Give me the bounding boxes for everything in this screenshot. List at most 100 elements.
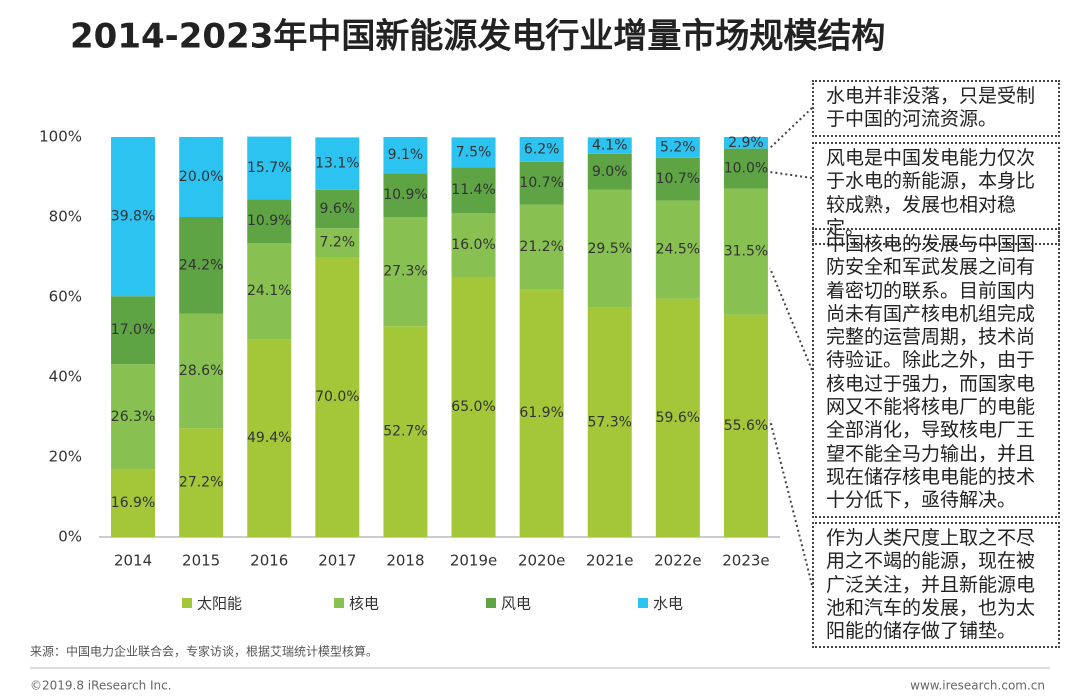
value-label: 70.0% [315, 389, 359, 405]
value-label: 24.2% [179, 257, 223, 273]
bar-segment [519, 161, 564, 205]
bar-segment [655, 157, 700, 201]
bar-segment [111, 296, 156, 365]
legend-swatch [486, 598, 496, 608]
value-label: 9.6% [320, 201, 356, 217]
bar-segment [587, 137, 632, 154]
bar-segment [111, 469, 156, 537]
chart-title: 2014-2023年中国新能源发电行业增量市场规模结构 [70, 17, 885, 57]
bar-segment [247, 243, 292, 340]
value-label: 10.9% [383, 187, 427, 203]
bar-segment [451, 213, 496, 277]
x-tick-label: 2016 [250, 552, 288, 570]
source: 来源：中国电力企业联合会，专家访谈，根据艾瑞统计模型核算。 [30, 644, 378, 659]
copyright: ©2019.8 iResearch Inc. [30, 679, 172, 693]
value-label: 9.0% [592, 164, 628, 180]
value-label: 10.7% [519, 175, 563, 191]
bar-segment [315, 228, 360, 257]
bar-segment [315, 189, 360, 229]
value-label: 59.6% [656, 410, 700, 426]
value-label: 2.9% [728, 135, 764, 151]
value-label: 10.7% [656, 171, 700, 187]
value-label: 61.9% [519, 405, 563, 421]
bar-segment [315, 137, 360, 190]
legend-swatch [182, 598, 192, 608]
bar-segment [519, 204, 564, 290]
x-tick-label: 2015 [182, 552, 220, 570]
value-label: 5.2% [660, 139, 696, 155]
bar-segment [519, 137, 564, 162]
x-tick-label: 2021e [586, 552, 633, 570]
value-label: 49.4% [247, 430, 291, 446]
website: www.iresearch.com.cn [910, 679, 1045, 693]
value-label: 7.5% [456, 144, 492, 160]
annotation: 风电是中国发电能力仅次于水电的新能源，本身比较成熟，发展也相对稳定。 [812, 142, 1060, 246]
value-label: 20.0% [179, 169, 223, 185]
y-tick-label: 0% [58, 528, 82, 546]
x-tick-label: 2019e [450, 552, 497, 570]
value-label: 31.5% [724, 244, 768, 260]
x-tick-label: 2014 [114, 552, 152, 570]
value-label: 26.3% [111, 409, 155, 425]
bar-segment [179, 313, 224, 429]
y-tick-label: 20% [49, 448, 82, 466]
value-label: 11.4% [451, 182, 495, 198]
value-label: 4.1% [592, 138, 628, 154]
bar-segment [247, 199, 292, 243]
x-tick-label: 2018 [386, 552, 424, 570]
bar-segment [451, 167, 496, 213]
bar-segment [383, 137, 428, 174]
bar-segment [111, 364, 156, 470]
annotation: 作为人类尺度上取之不尽用之不竭的能源，现在被广泛关注，并且新能源电池和汽车的发展… [812, 522, 1060, 649]
value-label: 24.1% [247, 283, 291, 299]
bar-segment [723, 314, 768, 537]
legend-label: 太阳能 [197, 595, 242, 613]
bar-segment [247, 136, 292, 200]
bar-segment [723, 148, 768, 189]
annotation: 水电并非没落，只是受制于中国的河流资源。 [812, 80, 1060, 137]
legend-swatch [334, 598, 344, 608]
x-tick-label: 2022e [654, 552, 701, 570]
value-label: 17.0% [111, 322, 155, 338]
legend-swatch [638, 598, 648, 608]
y-tick-label: 40% [49, 368, 82, 386]
bar-segment [587, 153, 632, 190]
value-label: 65.0% [451, 399, 495, 415]
value-label: 6.2% [524, 141, 560, 157]
connector [769, 171, 813, 179]
value-label: 52.7% [383, 424, 427, 440]
annotation: 中国核电的发展与中国国防安全和军武发展之间有着密切的联系。目前国内尚未有国产核电… [812, 228, 1060, 518]
value-label: 27.3% [383, 264, 427, 280]
y-tick-label: 80% [49, 208, 82, 226]
bar-segment [315, 257, 360, 537]
connector [769, 419, 813, 586]
value-label: 15.7% [247, 160, 291, 176]
value-label: 13.1% [315, 156, 359, 172]
bar-segment [587, 307, 632, 537]
bar-segment [383, 326, 428, 537]
legend-label: 核电 [349, 595, 379, 613]
value-label: 24.5% [656, 242, 700, 258]
bar-segment [451, 277, 496, 537]
bar-segment [587, 189, 632, 308]
bar-segment [723, 188, 768, 315]
bar-segment [451, 137, 496, 168]
connectors [769, 107, 813, 586]
x-tick-label: 2017 [318, 552, 356, 570]
bar-segment [519, 289, 564, 537]
y-tick-label: 100% [39, 128, 82, 146]
x-tick-label: 2020e [518, 552, 565, 570]
value-label: 16.0% [451, 237, 495, 253]
bar-segment [383, 217, 428, 327]
x-tick-label: 2023e [722, 552, 769, 570]
bar-segment [247, 339, 292, 537]
value-label: 55.6% [724, 418, 768, 434]
value-label: 29.5% [588, 241, 632, 257]
value-label: 39.8% [111, 209, 155, 225]
legend-label: 水电 [653, 595, 683, 613]
value-label: 7.2% [320, 235, 356, 251]
bar-segment [383, 173, 428, 217]
value-label: 28.6% [179, 363, 223, 379]
